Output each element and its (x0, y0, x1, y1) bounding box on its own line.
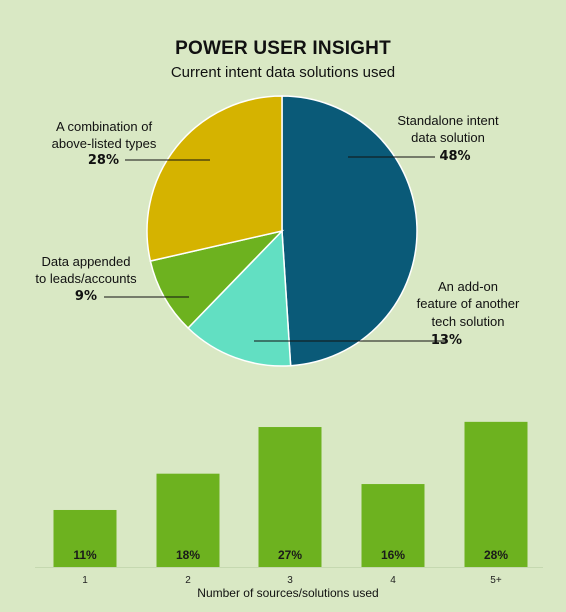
bar-value-label: 18% (176, 548, 200, 562)
slice-value-label: 28% (88, 153, 119, 168)
x-tick-label: 2 (185, 575, 191, 586)
slice-label: Standalone intent (397, 113, 499, 128)
slice-label: tech solution (432, 314, 505, 329)
bar-value-label: 11% (73, 548, 97, 562)
x-tick-label: 4 (390, 575, 396, 586)
slice-label: to leads/accounts (35, 271, 137, 286)
bar (258, 427, 322, 567)
slice-value-label: 13% (431, 333, 462, 348)
pie-chart: Standalone intent data solution 48% An add-… (35, 95, 520, 367)
bar-chart: 11% 1 18% 2 27% 3 16% 4 28% 5+ Number of sources/s… (35, 421, 543, 600)
bar-value-label: 27% (278, 548, 302, 562)
x-axis-label: Number of sources/solutions used (197, 586, 378, 600)
chart-title: POWER USER INSIGHT (175, 38, 391, 59)
slice-label: above-listed types (52, 136, 157, 151)
pie-slice (281, 95, 418, 367)
x-tick-label: 5+ (490, 575, 502, 586)
bar-value-label: 28% (484, 548, 508, 562)
slice-label: data solution (411, 130, 485, 145)
bar (361, 484, 425, 567)
bar (53, 509, 117, 567)
slice-label: feature of another (417, 296, 520, 311)
slice-label: Data appended (42, 254, 131, 269)
chart-subtitle: Current intent data solutions used (170, 64, 396, 81)
slice-label: A combination of (56, 119, 153, 134)
bar (156, 473, 220, 567)
pie-slice (187, 229, 292, 367)
slice-value-label: 9% (75, 289, 97, 304)
x-tick-label: 3 (287, 575, 293, 586)
pie-slice (146, 95, 283, 262)
bar-value-label: 16% (381, 548, 405, 562)
slice-label: An add-on (438, 279, 498, 294)
bar (464, 421, 528, 567)
x-tick-label: 1 (82, 575, 88, 586)
slice-value-label: 48% (439, 149, 470, 164)
